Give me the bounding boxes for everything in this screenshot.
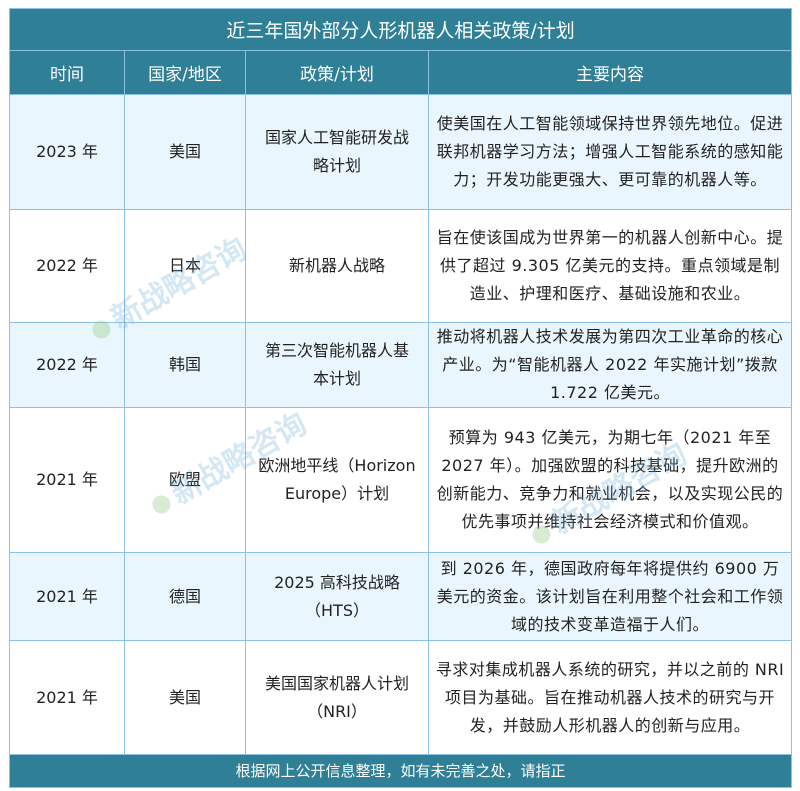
cell-country: 韩国: [124, 322, 246, 408]
cell-policy: 第三次智能机器人基本计划: [245, 322, 429, 408]
cell-country: 欧盟: [124, 407, 246, 553]
cell-country: 美国: [124, 94, 246, 210]
cell-policy: 2025 高科技战略（HTS）: [245, 552, 429, 641]
column-header-country: 国家/地区: [124, 50, 246, 95]
cell-time: 2021 年: [9, 640, 125, 755]
cell-time: 2022 年: [9, 209, 125, 323]
column-header-time: 时间: [9, 50, 125, 95]
cell-policy: 新机器人战略: [245, 209, 429, 323]
cell-country: 日本: [124, 209, 246, 323]
table-row: 2021 年 德国 2025 高科技战略（HTS） 到 2026 年，德国政府每…: [9, 552, 793, 641]
cell-time: 2023 年: [9, 94, 125, 210]
table-row: 2023 年 美国 国家人工智能研发战略计划 使美国在人工智能领域保持世界领先地…: [9, 94, 793, 210]
table-row: 2022 年 韩国 第三次智能机器人基本计划 推动将机器人技术发展为第四次工业革…: [9, 322, 793, 408]
cell-content: 到 2026 年，德国政府每年将提供约 6900 万美元的资金。该计划旨在利用整…: [427, 552, 793, 641]
cell-country: 美国: [124, 640, 246, 755]
table-row: 2021 年 欧盟 欧洲地平线（Horizon Europe）计划 预算为 94…: [9, 407, 793, 553]
header-row: 时间 国家/地区 政策/计划 主要内容: [9, 50, 793, 95]
cell-time: 2022 年: [9, 322, 125, 408]
table-row: 2021 年 美国 美国国家机器人计划（NRI） 寻求对集成机器人系统的研究，并…: [9, 640, 793, 755]
column-header-policy: 政策/计划: [245, 50, 429, 95]
policy-table: 近三年国外部分人形机器人相关政策/计划 时间 国家/地区 政策/计划 主要内容 …: [8, 8, 793, 788]
cell-content: 推动将机器人技术发展为第四次工业革命的核心产业。为“智能机器人 2022 年实施…: [427, 322, 793, 408]
cell-policy: 欧洲地平线（Horizon Europe）计划: [245, 407, 429, 553]
cell-content: 预算为 943 亿美元，为期七年（2021 年至 2027 年）。加强欧盟的科技…: [427, 407, 793, 553]
cell-policy: 美国国家机器人计划（NRI）: [245, 640, 429, 755]
table-title: 近三年国外部分人形机器人相关政策/计划: [8, 8, 793, 51]
column-header-content: 主要内容: [427, 50, 793, 95]
cell-content: 寻求对集成机器人系统的研究，并以之前的 NRI 项目为基础。旨在推动机器人技术的…: [427, 640, 793, 755]
cell-content: 旨在使该国成为世界第一的机器人创新中心。提供了超过 9.305 亿美元的支持。重…: [427, 209, 793, 323]
cell-country: 德国: [124, 552, 246, 641]
cell-policy: 国家人工智能研发战略计划: [245, 94, 429, 210]
table-row: 2022 年 日本 新机器人战略 旨在使该国成为世界第一的机器人创新中心。提供了…: [9, 209, 793, 323]
cell-content: 使美国在人工智能领域保持世界领先地位。促进联邦机器学习方法；增强人工智能系统的感…: [427, 94, 793, 210]
cell-time: 2021 年: [9, 552, 125, 641]
table-footer: 根据网上公开信息整理，如有未完善之处，请指正: [8, 754, 793, 788]
cell-time: 2021 年: [9, 407, 125, 553]
